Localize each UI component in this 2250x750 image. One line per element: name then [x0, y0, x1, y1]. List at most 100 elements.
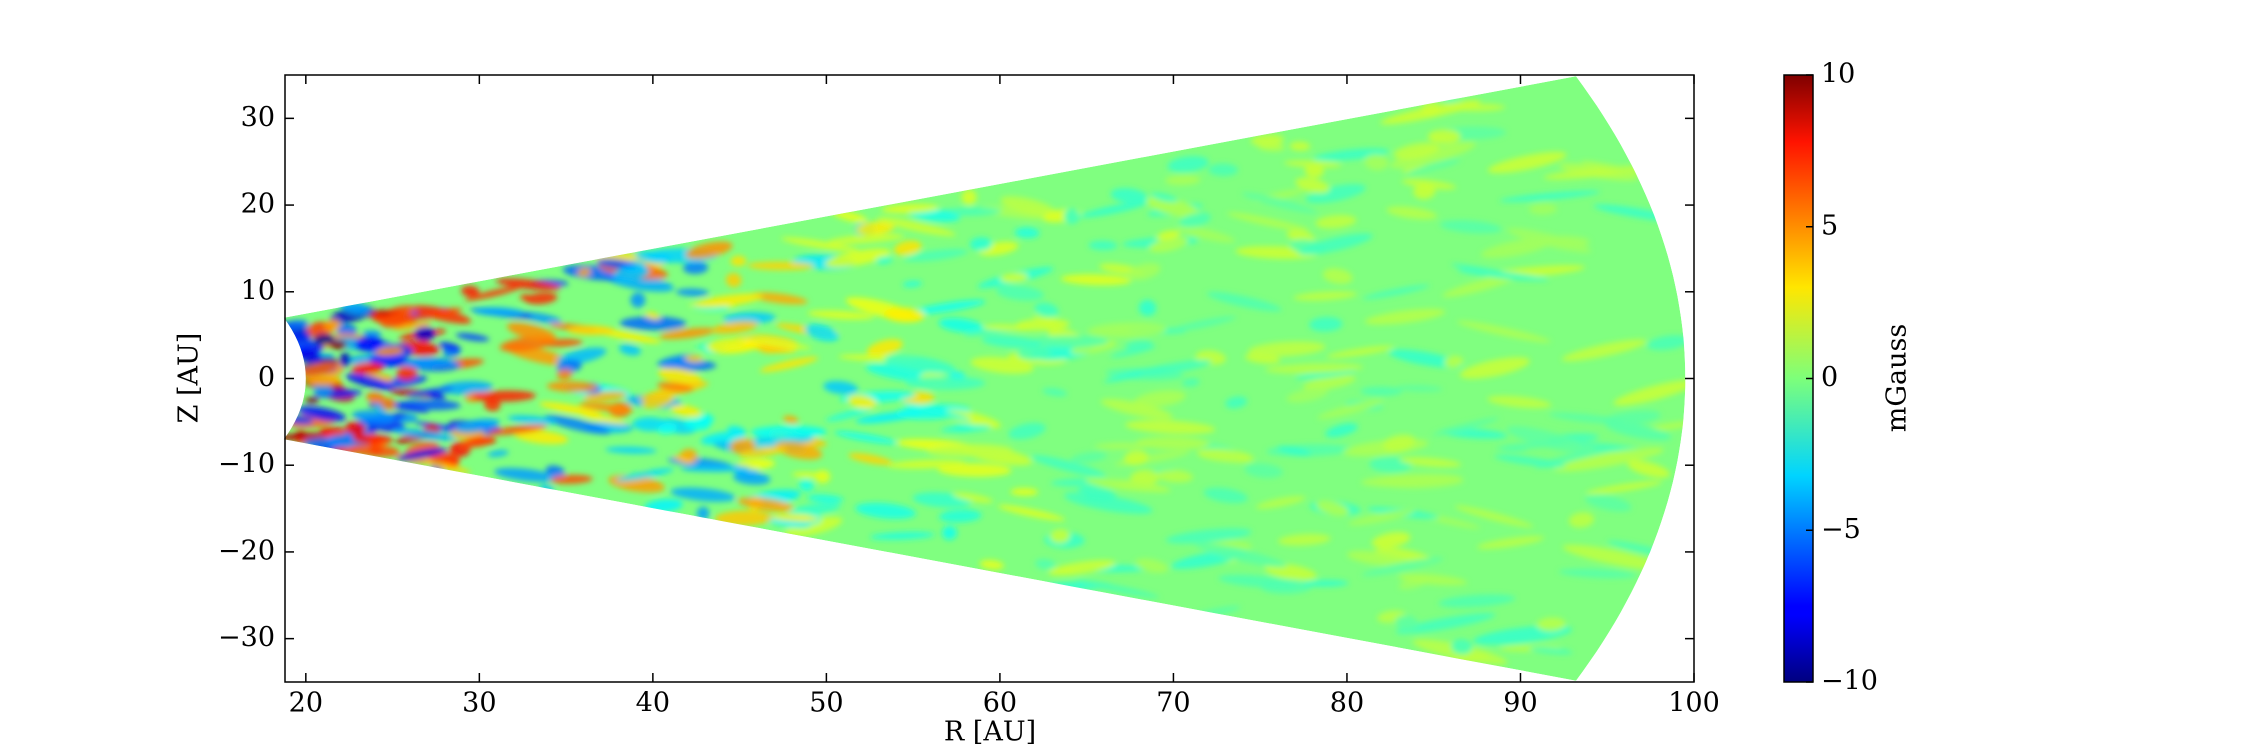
field-structure — [439, 380, 493, 395]
field-structure — [1008, 422, 1046, 440]
field-structure — [295, 430, 307, 438]
field-structure — [1406, 159, 1461, 175]
field-structure — [1432, 417, 1500, 436]
field-structure — [339, 352, 351, 368]
field-structure — [630, 292, 646, 308]
field-structure — [1094, 442, 1150, 450]
field-structure — [1529, 203, 1558, 215]
field-structure — [1030, 455, 1106, 478]
field-structure — [1456, 320, 1551, 343]
field-structure — [556, 369, 573, 380]
field-structure — [1063, 208, 1080, 224]
field-structure — [1079, 201, 1148, 218]
field-structure — [455, 333, 490, 342]
field-structure — [739, 446, 787, 458]
field-structure — [855, 502, 916, 520]
field-structure — [696, 506, 710, 520]
field-structure — [1413, 183, 1436, 200]
colorbar-label: mGauss — [1882, 324, 1913, 432]
field-structure — [1277, 533, 1331, 546]
field-structure — [550, 474, 593, 484]
field-structure — [672, 455, 694, 463]
field-structure — [1493, 454, 1566, 468]
field-structure — [1303, 579, 1349, 587]
field-structure — [1060, 274, 1132, 286]
field-structure — [1487, 395, 1552, 409]
field-structure — [351, 410, 396, 424]
field-structure — [404, 358, 458, 368]
field-structure — [961, 189, 977, 205]
y-tick-label: 0 — [258, 362, 275, 393]
field-structure — [865, 363, 936, 382]
field-structure — [887, 459, 966, 469]
field-structure — [634, 250, 673, 264]
field-structure — [952, 492, 994, 503]
field-structure — [1150, 192, 1178, 203]
field-structure — [732, 471, 771, 485]
field-structure — [1395, 613, 1496, 634]
field-structure — [1360, 386, 1403, 397]
field-structure — [352, 434, 394, 445]
field-structure — [938, 509, 982, 523]
field-structure — [1499, 190, 1601, 202]
field-structure — [1134, 390, 1186, 408]
field-structure — [937, 463, 1012, 477]
field-structure — [938, 317, 984, 333]
field-structure — [1438, 594, 1516, 608]
field-structure — [426, 391, 446, 400]
field-structure — [1179, 212, 1211, 228]
field-structure — [848, 453, 893, 465]
field-structure — [1283, 160, 1342, 168]
field-structure — [455, 418, 500, 433]
field-structure — [659, 327, 716, 340]
field-structure — [1295, 177, 1330, 194]
field-structure — [1136, 436, 1210, 450]
field-structure — [685, 354, 703, 363]
field-structure — [927, 444, 1013, 457]
field-structure — [345, 373, 394, 390]
colorbar-tick-label: 0 — [1821, 362, 1838, 393]
field-structure — [396, 447, 448, 461]
field-structure — [1315, 214, 1357, 229]
field-structure — [362, 330, 382, 338]
field — [283, 76, 1686, 681]
field-structure — [577, 267, 592, 277]
field-structure — [1568, 512, 1595, 528]
field-structure — [1064, 492, 1153, 514]
field-structure — [461, 285, 480, 297]
field-structure — [1156, 230, 1181, 241]
field-structure — [1255, 495, 1306, 509]
field-structure — [1070, 340, 1118, 354]
field-structure — [495, 278, 561, 291]
field-structure — [711, 321, 758, 334]
field-structure — [1124, 420, 1216, 435]
field-structure — [1346, 550, 1411, 567]
field-structure — [1506, 426, 1589, 453]
field-structure — [1138, 299, 1157, 316]
field-structure — [1399, 457, 1462, 468]
field-structure — [902, 280, 923, 288]
field-structure — [657, 382, 694, 392]
field-structure — [1087, 322, 1167, 338]
field-structure — [1088, 240, 1118, 251]
field-structure — [1442, 274, 1518, 298]
field-structure — [908, 300, 986, 315]
field-structure — [893, 240, 922, 256]
field-structure — [619, 316, 687, 331]
y-tick-label: −30 — [218, 622, 275, 653]
field-structure — [684, 418, 711, 431]
field-structure — [1085, 478, 1171, 493]
field-structure — [578, 402, 634, 413]
field-structure — [567, 325, 615, 336]
field-structure — [1225, 396, 1248, 409]
field-structure — [751, 425, 827, 439]
field-structure — [969, 237, 993, 251]
field-structure — [747, 261, 815, 271]
field-structure — [1362, 284, 1430, 300]
field-structure — [1326, 345, 1394, 358]
field-structure — [1127, 263, 1161, 281]
field-structure — [406, 386, 454, 397]
field-structure — [1361, 473, 1463, 488]
field-structure — [1014, 227, 1040, 239]
field-structure — [1165, 528, 1252, 544]
